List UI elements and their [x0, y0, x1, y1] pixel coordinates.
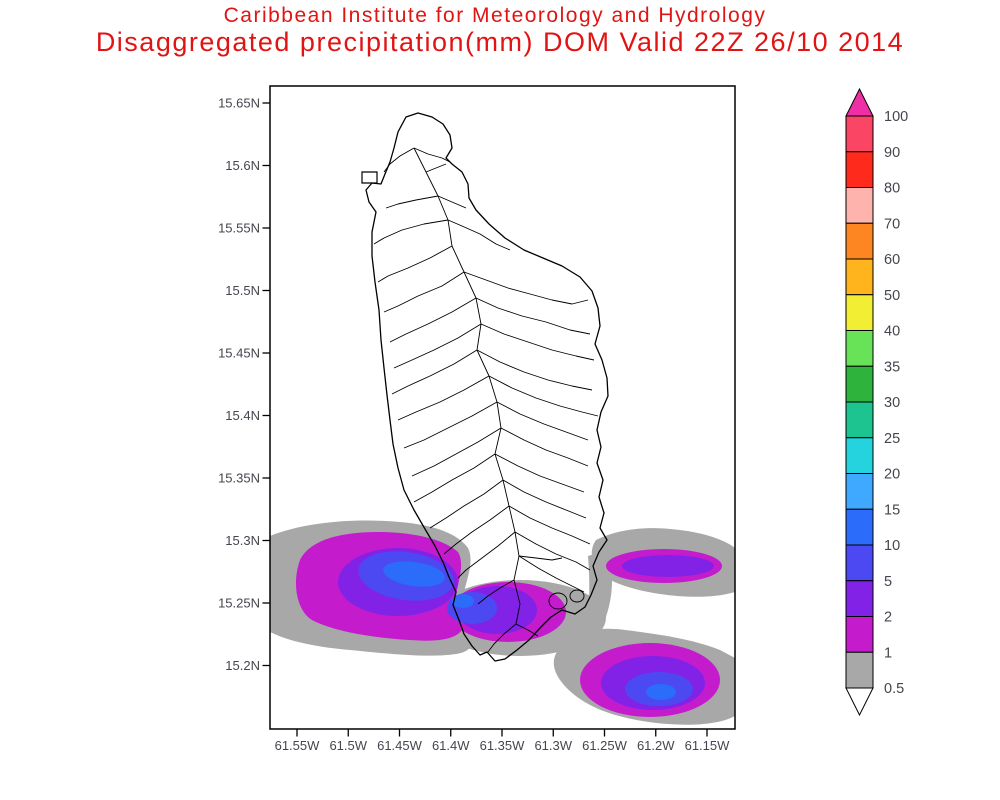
- colorbar-arrow-top: [845, 87, 874, 117]
- colorbar-segment: [845, 151, 874, 188]
- colorbar-label: 30: [884, 395, 900, 411]
- island-map: [361, 112, 609, 662]
- precip-region-ge-10mm: [383, 561, 445, 587]
- y-axis-label: 15.6N: [225, 158, 260, 173]
- y-axis-label: 15.5N: [225, 283, 260, 298]
- colorbar-label: 0.5: [884, 681, 904, 697]
- colorbar-segment: [845, 330, 874, 367]
- colorbar-label: 70: [884, 216, 900, 232]
- x-axis-label: 61.3W: [534, 738, 572, 753]
- y-axis-label: 15.2N: [225, 658, 260, 673]
- y-axis-label: 15.25N: [218, 596, 260, 611]
- colorbar-arrow-bottom: [845, 687, 874, 717]
- x-axis-label: 61.25W: [582, 738, 628, 753]
- colorbar-segment: [845, 222, 874, 260]
- institute-title: Caribbean Institute for Meteorology and …: [223, 4, 767, 27]
- islet-outline: [361, 171, 378, 184]
- y-axis-label: 15.65N: [218, 96, 260, 111]
- watershed-boundaries: [373, 147, 599, 653]
- x-axis-label: 61.5W: [329, 738, 367, 753]
- colorbar-segment: [845, 473, 874, 510]
- colorbar-segment: [845, 365, 874, 403]
- colorbar-segment: [845, 437, 874, 474]
- figure-title: Disaggregated precipitation(mm) DOM Vali…: [95, 27, 905, 57]
- colorbar-label: 25: [884, 431, 900, 447]
- x-axis-label: 61.2W: [637, 738, 675, 753]
- colorbar-label: 35: [884, 359, 900, 375]
- colorbar-segment: [845, 580, 874, 617]
- y-axis-label: 15.4N: [225, 408, 260, 423]
- colorbar-label: 20: [884, 467, 900, 483]
- x-axis-label: 61.4W: [432, 738, 470, 753]
- colorbar-segment: [845, 508, 874, 546]
- x-axis-label: 61.55W: [275, 738, 321, 753]
- y-axis-label: 15.55N: [218, 221, 260, 236]
- colorbar-segment: [845, 294, 874, 331]
- colorbar-label: 40: [884, 324, 900, 340]
- colorbar-segment: [845, 616, 874, 653]
- precip-region-ge-0.5mm: [586, 554, 612, 633]
- colorbar-label: 80: [884, 181, 900, 197]
- colorbar-label: 100: [884, 109, 908, 125]
- y-axis-label: 15.45N: [218, 346, 260, 361]
- precip-region-ge-2mm: [622, 555, 714, 577]
- y-axis-label: 15.3N: [225, 533, 260, 548]
- precip-region-ge-10mm: [452, 594, 474, 608]
- dominica-coastline: [365, 112, 609, 662]
- y-axis-label: 15.35N: [218, 471, 260, 486]
- colorbar-segment: [845, 187, 874, 224]
- colorbar-label: 5: [884, 574, 892, 590]
- colorbar-segment: [845, 544, 874, 582]
- x-axis-label: 61.45W: [377, 738, 423, 753]
- colorbar-segment: [845, 258, 874, 296]
- precip-contours: [270, 520, 735, 725]
- colorbar-label: 15: [884, 502, 900, 518]
- colorbar-label: 90: [884, 145, 900, 161]
- colorbar-label: 10: [884, 538, 900, 554]
- colorbar-segment: [845, 401, 874, 439]
- x-axis-label: 61.35W: [480, 738, 526, 753]
- colorbar-label: 60: [884, 252, 900, 268]
- colorbar-segment: [845, 651, 874, 689]
- colorbar-label: 50: [884, 288, 900, 304]
- x-axis-label: 61.15W: [685, 738, 731, 753]
- axes: 15.65N 15.6N 15.55N 15.5N 15.45N 15.4N 15.35N 1…: [218, 96, 730, 754]
- colorbar-label: 2: [884, 610, 892, 626]
- colorbar-segment: [845, 115, 874, 153]
- precip-region-ge-10mm: [646, 684, 676, 700]
- colorbar-label: 1: [884, 645, 892, 661]
